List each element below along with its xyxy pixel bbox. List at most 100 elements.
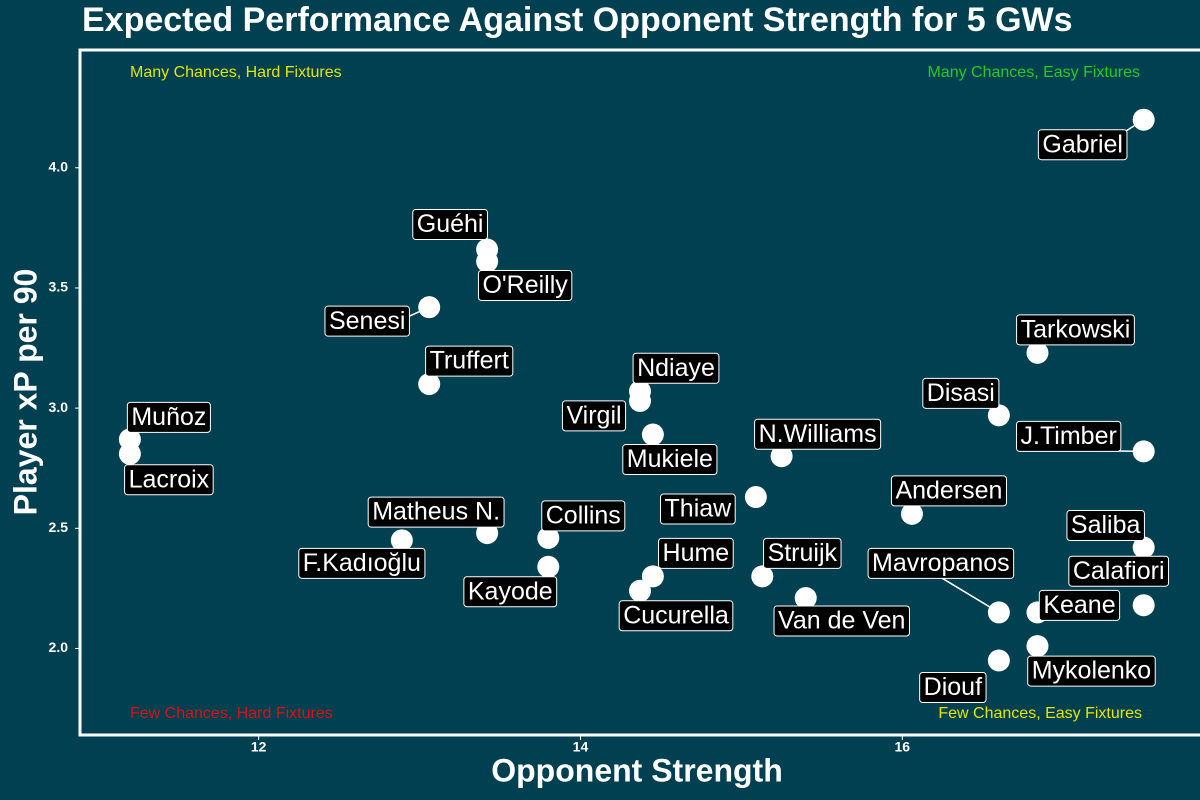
x-tick-label: 12 — [251, 739, 267, 755]
points — [118, 108, 1155, 672]
label-box — [126, 401, 211, 433]
point-label: Guéhi — [417, 210, 484, 238]
point-label: Muñoz — [131, 403, 206, 431]
point — [1026, 341, 1049, 364]
point — [770, 445, 793, 468]
point — [794, 587, 817, 609]
chart-title: Expected Performance Against Opponent St… — [82, 1, 1073, 39]
point-label: Collins — [546, 502, 621, 530]
point-label: Diouf — [924, 673, 982, 701]
point-label: Truffert — [430, 347, 509, 375]
x-tick-label: 16 — [895, 739, 911, 755]
point — [418, 373, 441, 396]
label-box — [124, 464, 214, 496]
label-box — [298, 547, 426, 579]
label-box — [890, 475, 1007, 507]
point — [476, 522, 499, 545]
label-box — [773, 605, 910, 637]
point — [641, 565, 664, 588]
x-axis-label: Opponent Strength — [491, 752, 783, 788]
quadrant-label: Few Chances, Easy Fixtures — [938, 705, 1142, 722]
label-box — [618, 600, 734, 632]
y-tick-label: 2.0 — [49, 639, 69, 655]
point-label: Mavropanos — [872, 549, 1010, 577]
y-tick-label: 2.5 — [49, 519, 69, 535]
label-connector — [940, 576, 1000, 614]
point-label: Andersen — [895, 476, 1002, 504]
quadrant-label: Few Chances, Hard Fixtures — [130, 705, 333, 722]
label-box — [1066, 510, 1145, 542]
point-label: Tarkowski — [1021, 315, 1131, 343]
point — [1132, 594, 1155, 617]
point-label: Virgil — [566, 402, 621, 430]
point — [987, 649, 1010, 672]
label-box — [477, 270, 573, 302]
label-box — [919, 671, 987, 703]
labels: Gabriel Guéhi O'Reilly Senesi Truffert Muñoz L… — [124, 119, 1170, 703]
point-label: Van de Ven — [778, 607, 905, 635]
point-label: Matheus N. — [372, 498, 500, 526]
point-label: Thiaw — [665, 495, 733, 523]
point — [751, 565, 774, 588]
point-label: Gabriel — [1042, 130, 1123, 158]
label-box — [622, 444, 718, 476]
point — [641, 423, 664, 446]
point-label: Saliba — [1071, 511, 1141, 539]
label-box — [1027, 655, 1156, 687]
point — [390, 529, 413, 552]
point-label: Cucurella — [623, 601, 729, 629]
point — [1132, 536, 1155, 559]
y-tick-label: 3.5 — [49, 279, 69, 295]
y-tick-label: 3.0 — [49, 399, 69, 415]
label-box — [1038, 589, 1121, 621]
label-box — [463, 576, 558, 608]
point — [629, 579, 651, 602]
label-box — [658, 537, 734, 569]
x-tick-label: 14 — [573, 739, 589, 755]
point — [476, 250, 499, 273]
point-label: Kayode — [468, 577, 553, 605]
label-box — [1016, 314, 1135, 346]
point-label: N.Williams — [759, 420, 877, 448]
point-label: Hume — [663, 539, 730, 567]
point-label: Mukiele — [627, 445, 713, 473]
point — [744, 486, 767, 509]
point-label: J.Timber — [1021, 422, 1117, 450]
point-label: O'Reilly — [482, 271, 568, 299]
point — [900, 502, 923, 525]
point-label: Mykolenko — [1032, 657, 1152, 685]
point-label: Keane — [1043, 591, 1115, 619]
label-box — [541, 500, 626, 532]
point-label: Disasi — [927, 379, 995, 407]
point — [118, 442, 141, 465]
point — [629, 389, 651, 412]
label-box — [632, 352, 720, 384]
point-label: Calafiori — [1073, 557, 1165, 585]
quadrant-label: Many Chances, Easy Fixtures — [927, 64, 1140, 81]
label-box — [1068, 555, 1170, 587]
point-label: Lacroix — [129, 465, 210, 493]
label-box — [660, 493, 736, 525]
point — [987, 404, 1010, 427]
label-box — [1016, 420, 1122, 452]
label-box — [324, 305, 410, 337]
label-box — [1037, 129, 1128, 161]
point-label: Ndiaye — [637, 354, 715, 382]
point-label: F.Kadıoğlu — [303, 549, 421, 577]
label-box — [922, 377, 1000, 409]
label-box — [754, 418, 882, 450]
point-label: Senesi — [329, 307, 405, 335]
y-tick-label: 4.0 — [49, 158, 69, 174]
label-box — [561, 400, 627, 432]
point — [537, 555, 560, 578]
y-axis-label: Player xP per 90 — [7, 269, 43, 516]
label-box — [425, 345, 514, 377]
label-box — [763, 537, 842, 569]
point — [537, 526, 560, 549]
label-box — [367, 496, 505, 528]
quadrant-label: Many Chances, Hard Fixtures — [130, 64, 342, 81]
label-box — [412, 208, 488, 240]
point-label: Struijk — [768, 539, 838, 567]
